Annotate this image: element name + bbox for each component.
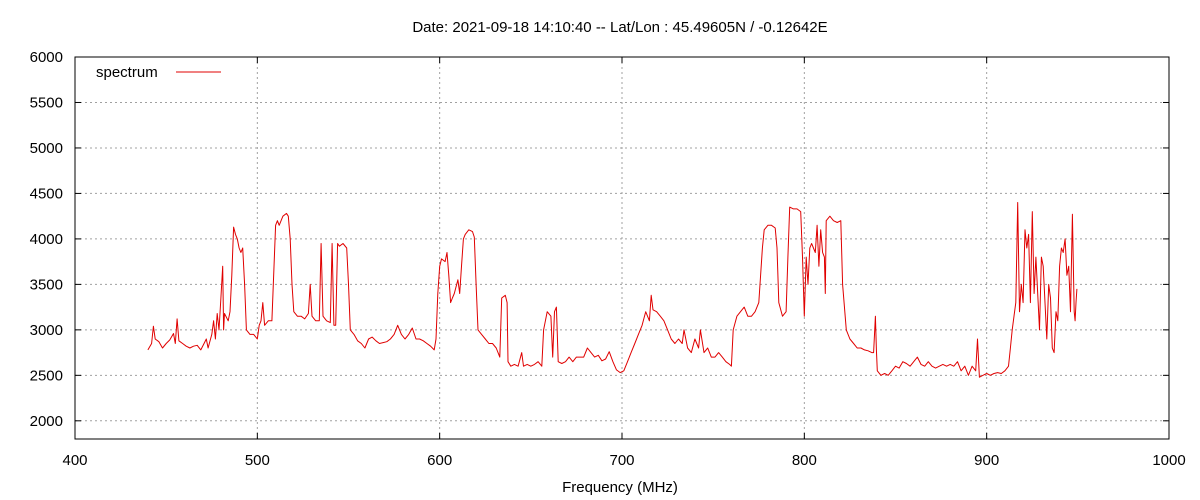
y-tick-label: 3000: [30, 322, 63, 339]
y-tick-label: 5500: [30, 94, 63, 111]
x-tick-label: 900: [974, 452, 999, 469]
series-line-spectrum: [147, 202, 1078, 378]
legend-label-spectrum: spectrum: [96, 64, 158, 81]
y-tick-label: 2000: [30, 413, 63, 430]
tick-labels: 400 500 600 700 800 900 1000 2000 2500 3000 3500 40…: [30, 49, 1186, 469]
y-tick-label: 2500: [30, 367, 63, 384]
y-tick-label: 5000: [30, 140, 63, 157]
grid-lines: [75, 57, 1169, 439]
x-tick-label: 1000: [1152, 452, 1185, 469]
y-tick-label: 6000: [30, 49, 63, 66]
x-tick-label: 700: [609, 452, 634, 469]
x-tick-label: 600: [427, 452, 452, 469]
x-axis-label: Frequency (MHz): [562, 479, 678, 496]
legend: spectrum: [96, 64, 221, 81]
x-tick-label: 400: [62, 452, 87, 469]
series-layer: [147, 202, 1078, 378]
x-tick-label: 500: [245, 452, 270, 469]
x-tick-label: 800: [792, 452, 817, 469]
y-tick-label: 3500: [30, 276, 63, 293]
y-tick-label: 4500: [30, 185, 63, 202]
chart-title: Date: 2021-09-18 14:10:40 -- Lat/Lon : 4…: [412, 19, 827, 36]
y-tick-label: 4000: [30, 231, 63, 248]
